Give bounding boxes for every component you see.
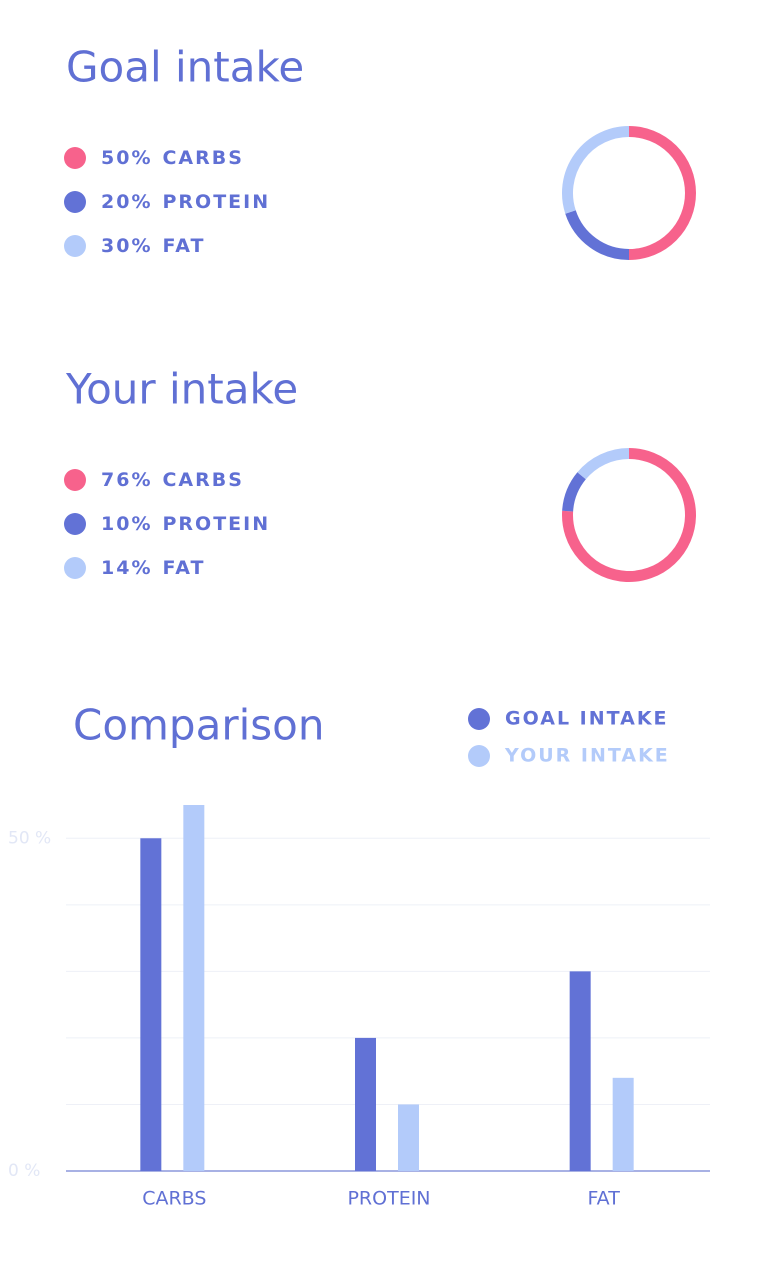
legend-label: 14% FAT: [101, 557, 205, 579]
category-label: PROTEIN: [162, 513, 270, 535]
value-label: 30%: [101, 235, 152, 257]
legend-label: 30% FAT: [101, 235, 205, 257]
legend-dot: [64, 191, 86, 213]
x-tick-label: FAT: [588, 1188, 621, 1210]
value-label: 10%: [101, 513, 152, 535]
legend-label: GOAL INTAKE: [505, 708, 669, 730]
legend-dot: [64, 469, 86, 491]
donut-segment: [577, 448, 630, 480]
category-label: PROTEIN: [162, 191, 270, 213]
donut-segment: [562, 126, 630, 214]
category-label: FAT: [162, 235, 205, 257]
bar: [612, 1077, 634, 1171]
legend-label: YOUR INTAKE: [504, 745, 670, 767]
bars: [140, 805, 634, 1171]
bar: [140, 838, 162, 1171]
value-label: 76%: [101, 469, 152, 491]
bar: [569, 971, 591, 1171]
donut-segment: [562, 448, 696, 582]
category-label: FAT: [162, 557, 205, 579]
y-tick-label: 0 %: [8, 1161, 40, 1181]
donut-segment: [562, 472, 587, 512]
chart-title: Goal intake: [66, 43, 304, 92]
bar: [183, 805, 205, 1171]
legend-label: 10% PROTEIN: [101, 513, 270, 535]
x-tick-label: CARBS: [142, 1188, 206, 1210]
chart-title: Comparison: [73, 701, 324, 750]
chart-title: Your intake: [65, 365, 298, 414]
legend-label: 76% CARBS: [101, 469, 244, 491]
bar: [355, 1037, 376, 1171]
value-label: 14%: [101, 557, 152, 579]
legend-label: 50% CARBS: [101, 147, 244, 169]
legend-dot: [468, 745, 490, 767]
value-label: 20%: [101, 191, 152, 213]
legend-dot: [64, 513, 86, 535]
legend-dot: [468, 708, 490, 730]
legend-label: 20% PROTEIN: [101, 191, 270, 213]
donut-segment: [565, 210, 630, 260]
category-label: CARBS: [162, 469, 243, 491]
category-label: CARBS: [162, 147, 243, 169]
donut-segment: [628, 126, 696, 260]
y-tick-label: 50 %: [8, 828, 51, 848]
value-label: 50%: [101, 147, 152, 169]
legend-dot: [64, 557, 86, 579]
legend-dot: [64, 235, 86, 257]
x-tick-label: PROTEIN: [347, 1188, 430, 1210]
bar: [398, 1104, 419, 1171]
legend-dot: [64, 147, 86, 169]
